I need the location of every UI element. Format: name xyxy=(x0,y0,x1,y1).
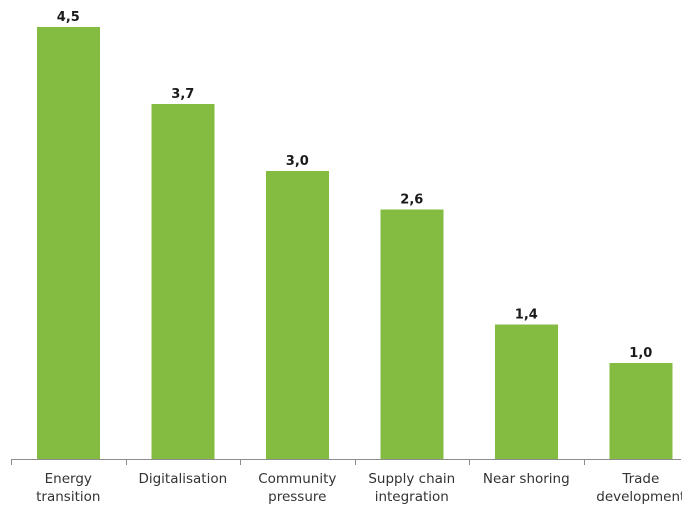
data-label: 1,4 xyxy=(515,308,538,323)
value-labels-group: 4,5 3,7 3,0 2,6 1,4 1,0 xyxy=(57,10,653,361)
bar xyxy=(151,103,215,460)
category-tick-label: Trade xyxy=(621,471,659,487)
category-tick-label: development xyxy=(596,489,682,505)
data-label: 2,6 xyxy=(400,192,423,207)
category-tick-label: transition xyxy=(36,489,100,505)
category-tick-label: integration xyxy=(375,489,449,505)
data-label: 1,0 xyxy=(629,346,652,361)
category-labels-group: Energy transition Digitalisation Community p… xyxy=(36,471,682,505)
data-label: 3,7 xyxy=(171,87,194,102)
bars-group xyxy=(36,27,673,460)
bar xyxy=(380,209,444,459)
category-tick-label: pressure xyxy=(268,489,326,505)
data-label: 4,5 xyxy=(57,10,80,25)
bar xyxy=(36,27,100,459)
category-tick-label: Near shoring xyxy=(483,471,570,487)
category-tick-label: Energy xyxy=(45,471,92,487)
category-tick-label: Supply chain xyxy=(368,471,455,487)
x-axis-ticks xyxy=(11,459,585,465)
bar xyxy=(265,171,329,459)
category-tick-label: Community xyxy=(258,471,336,487)
bar xyxy=(609,363,673,459)
category-tick-label: Digitalisation xyxy=(138,471,227,487)
data-label: 3,0 xyxy=(286,154,309,169)
bar xyxy=(494,324,558,459)
